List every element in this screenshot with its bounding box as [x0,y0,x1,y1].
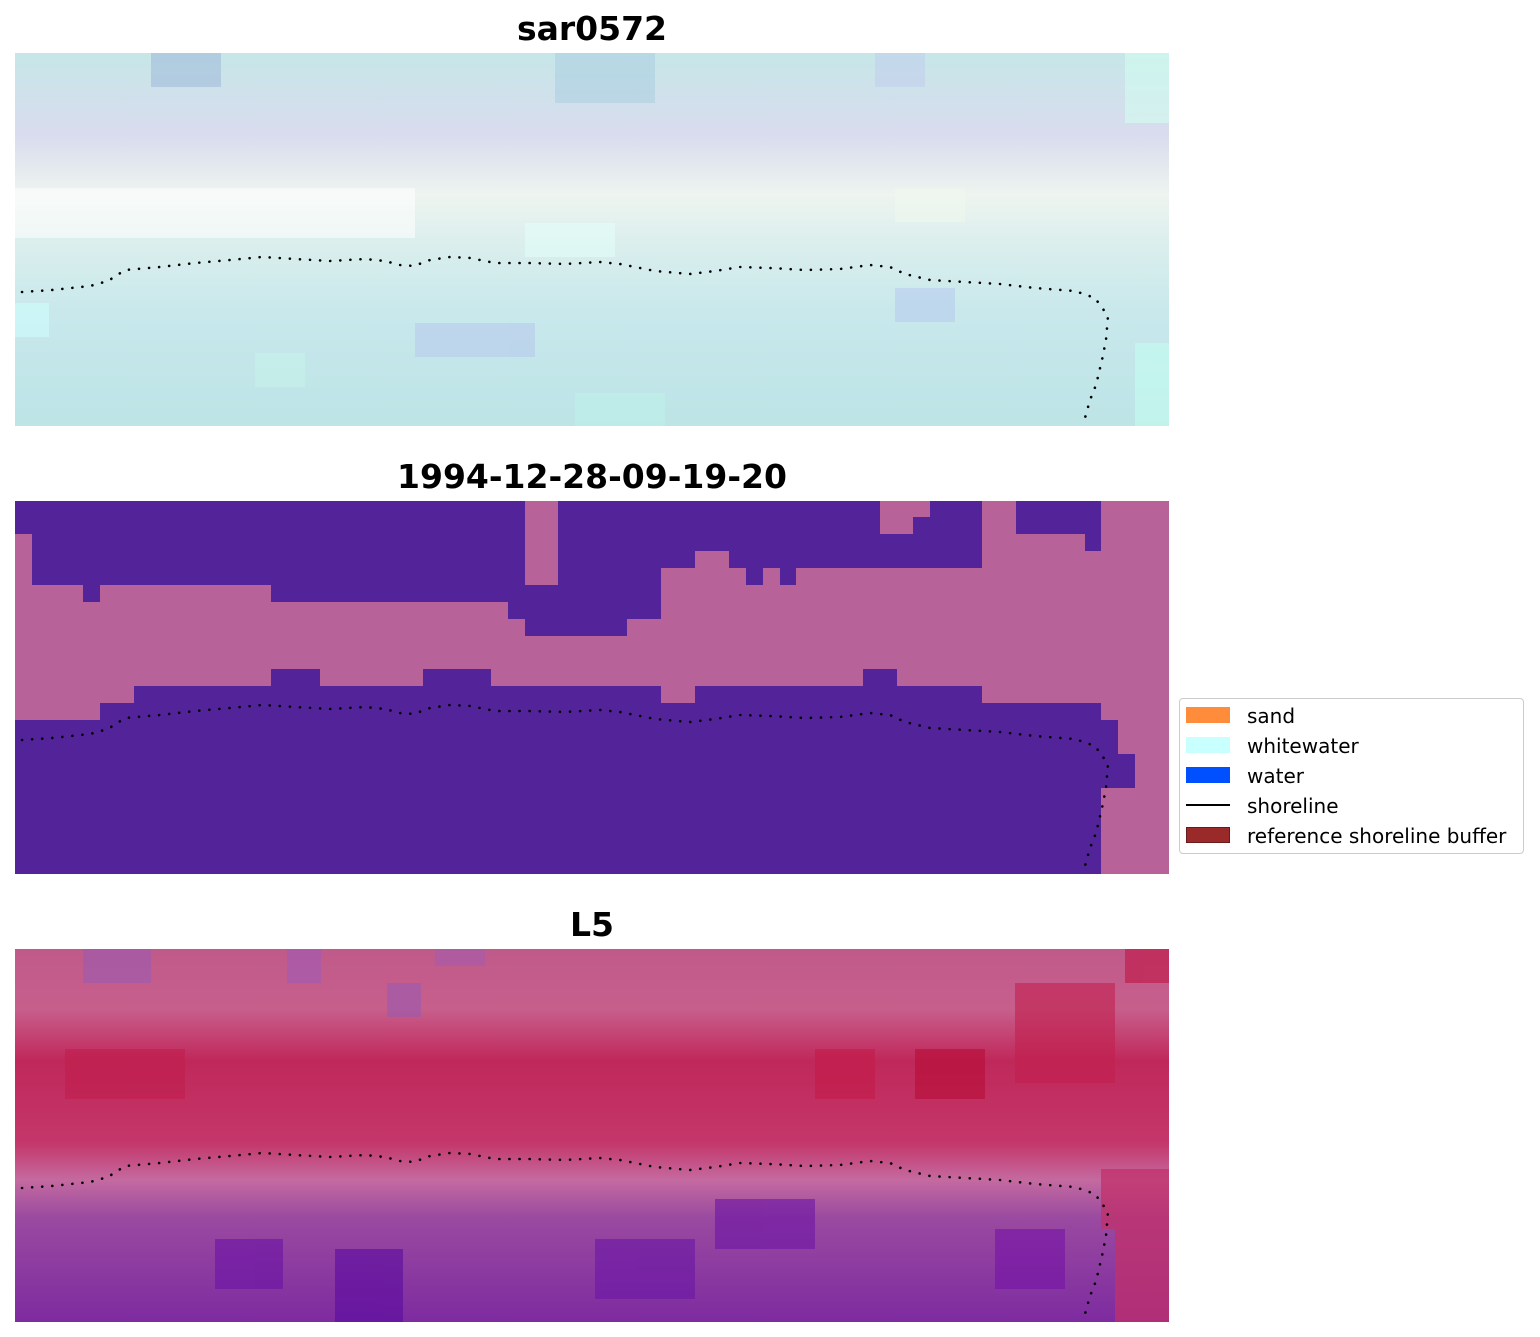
legend-label-whitewater: whitewater [1247,734,1359,758]
legend-label-water: water [1247,764,1304,788]
water-swatch [1186,767,1230,783]
legend-item-whitewater: whitewater [1186,733,1522,759]
l5-coast-strip [1101,1169,1169,1322]
legend-label-sand: sand [1247,704,1296,728]
shoreline-line-sample [1186,804,1230,806]
false-color-image [15,949,1169,1322]
class-region-water-top-right [1016,501,1101,551]
legend-label-buffer: reference shoreline buffer [1247,824,1507,848]
buffer-swatch [1186,827,1230,843]
legend-item-sand: sand [1186,703,1522,729]
legend: sand whitewater water shoreline referenc… [1179,698,1524,854]
sand-swatch [1186,707,1230,723]
whitewater-swatch [1186,737,1230,753]
class-region-water-top [15,501,982,636]
legend-label-shoreline: shoreline [1247,794,1339,818]
legend-item-buffer: reference shoreline buffer [1186,823,1522,849]
class-region-water-bottom [15,669,1135,874]
sar-composite-image [15,53,1169,426]
panel-title-sar: sar0572 [516,9,668,48]
legend-item-water: water [1186,763,1522,789]
panel-title-sensor: L5 [570,905,614,944]
legend-item-shoreline: shoreline [1186,793,1522,819]
classified-image [15,501,1169,874]
panel-title-date: 1994-12-28-09-19-20 [397,457,787,496]
